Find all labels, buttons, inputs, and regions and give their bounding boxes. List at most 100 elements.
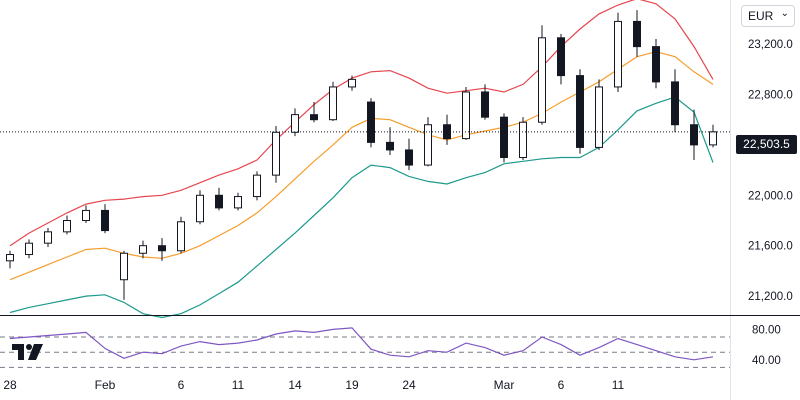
candle-body-down	[500, 116, 508, 158]
candle	[538, 25, 546, 125]
candle-body-down	[652, 46, 660, 83]
candle	[101, 204, 109, 234]
time-axis[interactable]: 28 Feb 6 11 14 19 24 Mar 6 11	[3, 378, 624, 392]
y-tick-label: 21,600.0	[748, 241, 793, 253]
candle-body-down	[310, 114, 318, 121]
bb-basis-line	[9, 51, 714, 281]
candle	[253, 171, 261, 201]
rsi-axis: 80.00 40.00	[752, 324, 781, 366]
candle	[215, 187, 223, 211]
x-tick-label: 6	[558, 378, 565, 392]
candle	[196, 190, 204, 225]
candle-body-up	[139, 245, 147, 254]
candle	[25, 239, 33, 259]
current-price-label: 22,503.5	[736, 135, 797, 154]
candle-body-down	[386, 141, 394, 151]
x-tick-label: 24	[402, 378, 416, 392]
candle	[82, 205, 90, 224]
y-tick-label: 22,800.0	[748, 90, 793, 102]
y-tick-label: 22,000.0	[748, 190, 793, 202]
candle-body-up	[82, 209, 90, 221]
candle	[652, 39, 660, 89]
chevron-down-icon: ⌄	[780, 8, 789, 19]
candle-body-down	[101, 209, 109, 232]
rsi-pane	[0, 327, 730, 368]
candle-body-up	[348, 78, 356, 88]
tradingview-logo-icon	[12, 344, 43, 360]
candle-body-down	[671, 81, 679, 126]
candle	[6, 250, 14, 269]
candle-body-down	[405, 149, 413, 166]
x-tick-label: 19	[345, 378, 359, 392]
candle	[348, 75, 356, 91]
candle-body-up	[329, 86, 337, 121]
candle-body-up	[44, 231, 52, 244]
candle-body-up	[519, 121, 527, 158]
candle-body-up	[272, 131, 280, 176]
x-tick-label: Feb	[95, 378, 116, 392]
x-tick-label: Mar	[494, 378, 515, 392]
y-tick-label: 23,200.0	[748, 39, 793, 51]
candle-body-up	[234, 196, 242, 209]
candle	[595, 79, 603, 150]
rsi-line	[9, 327, 714, 361]
candle	[424, 117, 432, 167]
candlesticks	[6, 10, 717, 300]
bb-lower-line	[9, 96, 714, 319]
candle-body-up	[63, 220, 71, 233]
candle	[519, 117, 527, 161]
candle	[709, 124, 717, 148]
candle	[234, 192, 242, 211]
candle	[462, 86, 470, 140]
candle	[177, 216, 185, 254]
x-tick-label: 11	[232, 378, 245, 392]
candle	[139, 240, 147, 259]
candle	[120, 250, 128, 300]
candle	[690, 109, 698, 161]
x-tick-label: 28	[3, 378, 17, 392]
candle	[272, 126, 280, 183]
candle-body-up	[538, 37, 546, 123]
candle-body-down	[215, 194, 223, 209]
candle	[44, 228, 52, 247]
candle	[671, 69, 679, 133]
candle-body-up	[595, 86, 603, 148]
candle-body-up	[196, 194, 204, 223]
x-tick-label: 6	[178, 378, 185, 392]
candle	[367, 98, 375, 148]
candle	[158, 238, 166, 261]
candle-body-up	[709, 131, 717, 146]
rsi-tick-label: 80.00	[752, 324, 781, 336]
candle-body-up	[177, 221, 185, 252]
bb-upper-line	[9, 0, 714, 247]
candle-body-up	[253, 174, 261, 198]
candle	[557, 34, 565, 85]
candle-body-down	[690, 124, 698, 146]
candle-body-down	[158, 245, 166, 252]
candle-body-up	[120, 252, 128, 281]
candle-body-up	[25, 242, 33, 256]
candle-body-up	[614, 20, 622, 88]
candle	[443, 114, 451, 145]
candle	[500, 113, 508, 163]
candle	[576, 69, 584, 154]
candle-body-up	[424, 124, 432, 166]
candle-body-up	[462, 91, 470, 140]
candle-body-down	[481, 91, 489, 118]
candle-body-up	[291, 114, 299, 133]
currency-select[interactable]: EUR ⌄	[741, 5, 795, 27]
bollinger-bands	[9, 0, 714, 319]
x-tick-label: 14	[288, 378, 302, 392]
candle-body-down	[633, 20, 641, 48]
candle	[63, 215, 71, 235]
y-tick-label: 21,200.0	[748, 291, 793, 303]
x-tick-label: 11	[612, 378, 625, 392]
candle-body-up	[6, 254, 14, 262]
rsi-tick-label: 40.00	[752, 355, 781, 367]
candle-body-down	[367, 101, 375, 143]
candle	[614, 12, 622, 92]
currency-label: EUR	[748, 9, 774, 23]
candle	[481, 84, 489, 120]
price-axis[interactable]: 23,200.022,800.022,400.022,000.021,600.0…	[730, 0, 793, 400]
